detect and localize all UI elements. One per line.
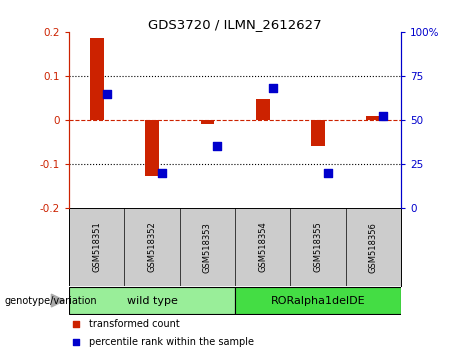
Point <box>325 170 332 176</box>
Text: genotype/variation: genotype/variation <box>5 296 97 306</box>
Point <box>159 170 166 176</box>
Bar <box>366 116 380 120</box>
Text: percentile rank within the sample: percentile rank within the sample <box>89 337 254 347</box>
Text: GSM518353: GSM518353 <box>203 222 212 273</box>
Bar <box>201 120 214 124</box>
Point <box>103 91 111 96</box>
Point <box>72 339 79 344</box>
Point <box>380 114 387 119</box>
Title: GDS3720 / ILMN_2612627: GDS3720 / ILMN_2612627 <box>148 18 322 31</box>
Bar <box>311 120 325 145</box>
Bar <box>235 287 401 314</box>
Text: GSM518351: GSM518351 <box>92 222 101 273</box>
Text: wild type: wild type <box>127 296 177 306</box>
Bar <box>256 99 270 120</box>
Text: GSM518354: GSM518354 <box>258 222 267 273</box>
Point <box>214 144 221 149</box>
Bar <box>145 120 159 176</box>
Point <box>72 321 79 327</box>
Bar <box>90 39 104 120</box>
Text: GSM518356: GSM518356 <box>369 222 378 273</box>
Polygon shape <box>51 294 65 307</box>
Bar <box>69 287 235 314</box>
Text: GSM518352: GSM518352 <box>148 222 157 273</box>
Text: GSM518355: GSM518355 <box>313 222 323 273</box>
Point <box>269 85 277 91</box>
Text: transformed count: transformed count <box>89 319 180 329</box>
Text: RORalpha1delDE: RORalpha1delDE <box>271 296 366 306</box>
